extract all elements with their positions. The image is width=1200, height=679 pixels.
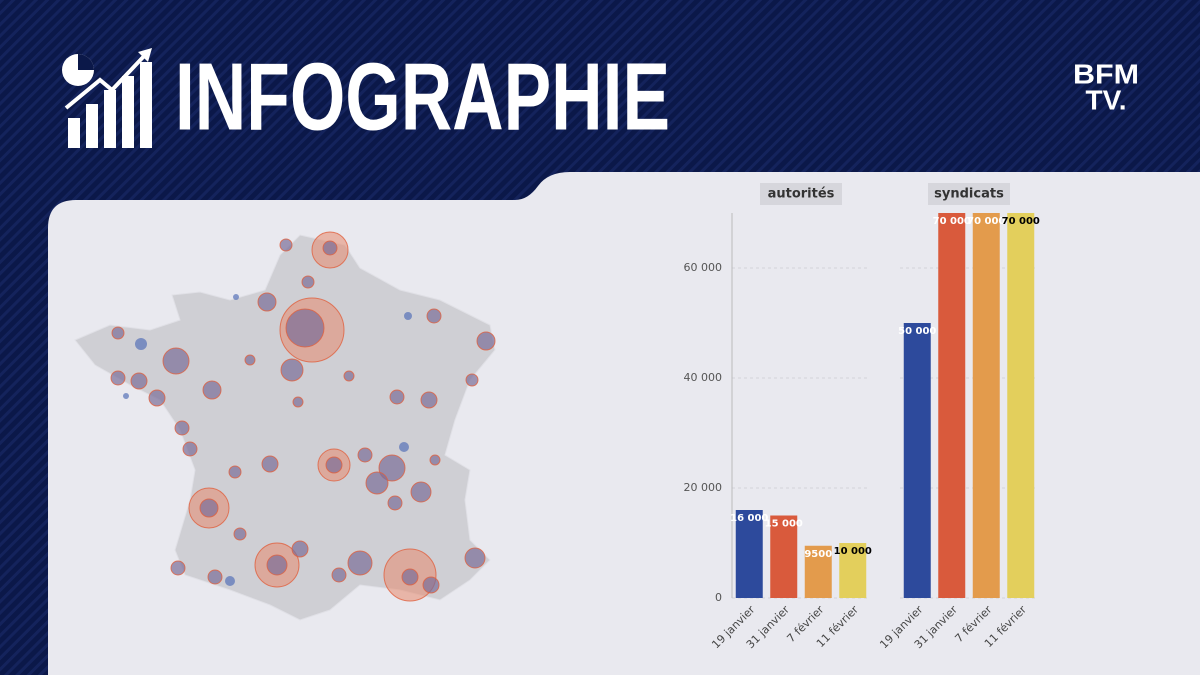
bar	[839, 543, 867, 598]
value-label: 10 000	[834, 546, 872, 557]
y-tick-label: 40 000	[684, 371, 723, 384]
y-tick-label: 0	[715, 591, 722, 604]
bar	[938, 213, 966, 598]
facet-title-bg	[760, 183, 842, 205]
value-label: 16 000	[730, 513, 768, 524]
value-label: 70 000	[1002, 216, 1040, 227]
logo-top: BFM	[1073, 58, 1139, 89]
bar	[903, 323, 931, 598]
value-label: 70 000	[933, 216, 971, 227]
facet-title-bg	[928, 183, 1010, 205]
bar	[804, 545, 832, 598]
bar	[735, 510, 763, 598]
value-label: 70 000	[967, 216, 1005, 227]
map	[74, 231, 496, 621]
bar	[1007, 213, 1035, 598]
y-tick-label: 20 000	[684, 481, 723, 494]
infographic-icon	[62, 48, 152, 148]
value-label: 15 000	[765, 519, 803, 530]
bar	[770, 515, 798, 598]
value-label: 9500	[804, 549, 832, 560]
facet-title: autorités	[768, 187, 835, 202]
value-label: 50 000	[898, 326, 936, 337]
logo-bottom: TV.	[1086, 84, 1127, 115]
facet-title: syndicats	[934, 187, 1004, 202]
y-tick-label: 60 000	[684, 261, 723, 274]
header-title: INFOGRAPHIE	[175, 43, 670, 150]
bar	[972, 213, 1000, 598]
